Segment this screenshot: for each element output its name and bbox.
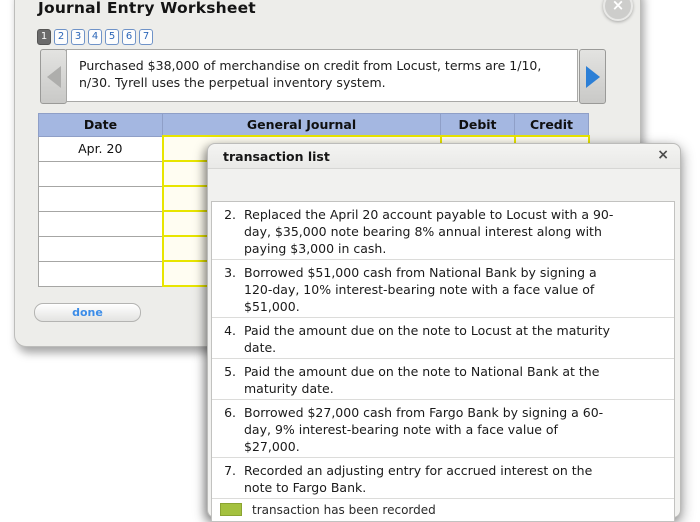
date-cell [38,160,163,187]
header-debit: Debit [440,113,515,137]
date-cell: Apr. 20 [38,135,163,162]
list-item: 6. Borrowed $27,000 cash from Fargo Bank… [212,400,674,458]
list-item: 4. Paid the amount due on the note to Lo… [212,318,674,359]
table-header-row: Date General Journal Debit Credit [38,113,589,137]
item-number: 6. [224,405,236,420]
item-number: 5. [224,364,236,379]
page-button-6[interactable]: 6 [122,29,136,45]
next-transaction-button[interactable] [579,49,606,104]
close-icon[interactable]: × [603,0,633,21]
arrow-left-icon [46,65,61,88]
item-text: Paid the amount due on the note to Natio… [244,364,600,396]
item-number: 4. [224,323,236,338]
list-item: 2. Replaced the April 20 account payable… [212,202,674,260]
arrow-right-icon [585,65,600,88]
item-text: Borrowed $27,000 cash from Fargo Bank by… [244,405,604,454]
list-item: 5. Paid the amount due on the note to Na… [212,359,674,400]
dialog-close-icon[interactable]: × [657,147,669,163]
previous-transaction-button[interactable] [40,49,67,104]
date-cell [38,260,163,287]
page-button-4[interactable]: 4 [88,29,102,45]
transaction-list: 2. Replaced the April 20 account payable… [211,201,675,522]
recorded-swatch-icon [220,503,242,516]
page-button-1[interactable]: 1 [37,29,51,45]
page-button-7[interactable]: 7 [139,29,153,45]
header-credit: Credit [514,113,589,137]
list-item: 3. Borrowed $51,000 cash from National B… [212,260,674,318]
date-cell [38,235,163,262]
transaction-list-dialog: transaction list × 2. Replaced the April… [207,143,681,522]
legend-text: transaction has been recorded [252,503,436,517]
header-general-journal: General Journal [162,113,441,137]
dialog-title: transaction list [223,149,330,164]
page-button-2[interactable]: 2 [54,29,68,45]
item-number: 3. [224,265,236,280]
dialog-header: transaction list × [208,144,680,169]
item-text: Borrowed $51,000 cash from National Bank… [244,265,597,314]
date-cell [38,210,163,237]
transaction-description: Purchased $38,000 of merchandise on cred… [66,49,578,102]
page-button-5[interactable]: 5 [105,29,119,45]
item-text: Recorded an adjusting entry for accrued … [244,463,593,495]
page-button-3[interactable]: 3 [71,29,85,45]
item-number: 7. [224,463,236,478]
item-text: Paid the amount due on the note to Locus… [244,323,611,355]
done-button[interactable]: done [34,303,141,322]
recorded-legend: transaction has been recorded [212,499,674,521]
item-number: 2. [224,207,236,222]
item-text: Replaced the April 20 account payable to… [244,207,614,256]
header-date: Date [38,113,163,137]
page-number-nav: 1 2 3 4 5 6 7 [37,29,153,45]
page-title: Journal Entry Worksheet [38,0,256,17]
list-item: 7. Recorded an adjusting entry for accru… [212,458,674,499]
date-cell [38,185,163,212]
